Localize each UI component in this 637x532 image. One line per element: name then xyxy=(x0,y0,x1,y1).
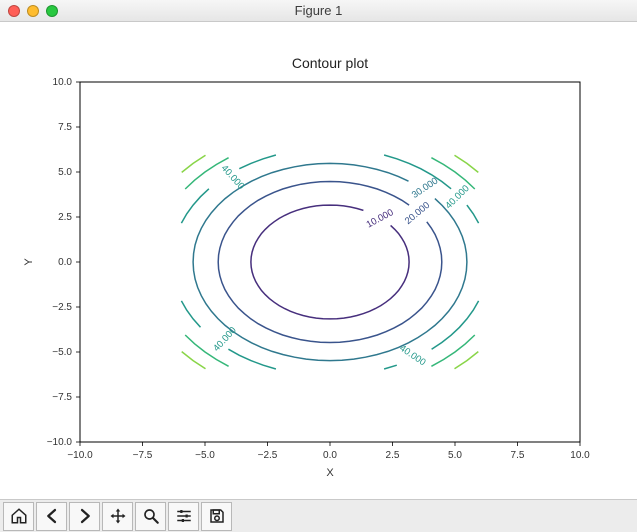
save-icon xyxy=(208,507,226,525)
magnify-icon xyxy=(142,507,160,525)
titlebar: Figure 1 xyxy=(0,0,637,22)
svg-text:5.0: 5.0 xyxy=(58,167,72,178)
svg-text:−2.5: −2.5 xyxy=(52,302,72,313)
arrow-left-icon xyxy=(43,507,61,525)
svg-text:5.0: 5.0 xyxy=(448,450,462,461)
svg-text:−7.5: −7.5 xyxy=(52,392,72,403)
pan-button[interactable] xyxy=(102,502,133,531)
svg-text:0.0: 0.0 xyxy=(58,257,72,268)
svg-text:0.0: 0.0 xyxy=(323,450,337,461)
zoom-button[interactable] xyxy=(46,5,58,17)
svg-text:7.5: 7.5 xyxy=(511,450,525,461)
svg-text:−10.0: −10.0 xyxy=(47,437,73,448)
svg-text:2.5: 2.5 xyxy=(58,212,72,223)
svg-text:X: X xyxy=(326,467,334,479)
zoom-to-rect-button[interactable] xyxy=(135,502,166,531)
close-button[interactable] xyxy=(8,5,20,17)
home-icon xyxy=(10,507,28,525)
home-button[interactable] xyxy=(3,502,34,531)
save-figure-button[interactable] xyxy=(201,502,232,531)
svg-text:10.0: 10.0 xyxy=(570,450,590,461)
figure-canvas: −10.0 −7.5 −5.0 −2.5 0.0 2.5 5.0 7.5 10.0 −10.0 −7… xyxy=(0,22,637,499)
svg-text:Y: Y xyxy=(23,258,35,266)
window-controls xyxy=(0,5,58,17)
back-button[interactable] xyxy=(36,502,67,531)
svg-text:−5.0: −5.0 xyxy=(195,450,215,461)
svg-text:10.0: 10.0 xyxy=(53,77,73,88)
svg-text:−10.0: −10.0 xyxy=(67,450,93,461)
svg-text:2.5: 2.5 xyxy=(386,450,400,461)
svg-text:Contour plot: Contour plot xyxy=(292,55,368,71)
arrow-right-icon xyxy=(76,507,94,525)
svg-text:−2.5: −2.5 xyxy=(258,450,278,461)
svg-text:−7.5: −7.5 xyxy=(133,450,153,461)
forward-button[interactable] xyxy=(69,502,100,531)
app-window: Figure 1 −10.0 −7.5 −5.0 −2.5 0.0 2.5 5.0 7.5 10… xyxy=(0,0,637,532)
minimize-button[interactable] xyxy=(27,5,39,17)
matplotlib-toolbar xyxy=(0,499,637,532)
svg-text:7.5: 7.5 xyxy=(58,122,72,133)
sliders-icon xyxy=(175,507,193,525)
svg-text:−5.0: −5.0 xyxy=(52,347,72,358)
contour-plot: −10.0 −7.5 −5.0 −2.5 0.0 2.5 5.0 7.5 10.0 −10.0 −7… xyxy=(0,22,637,499)
move-icon xyxy=(109,507,127,525)
configure-subplots-button[interactable] xyxy=(168,502,199,531)
window-title: Figure 1 xyxy=(0,3,637,18)
